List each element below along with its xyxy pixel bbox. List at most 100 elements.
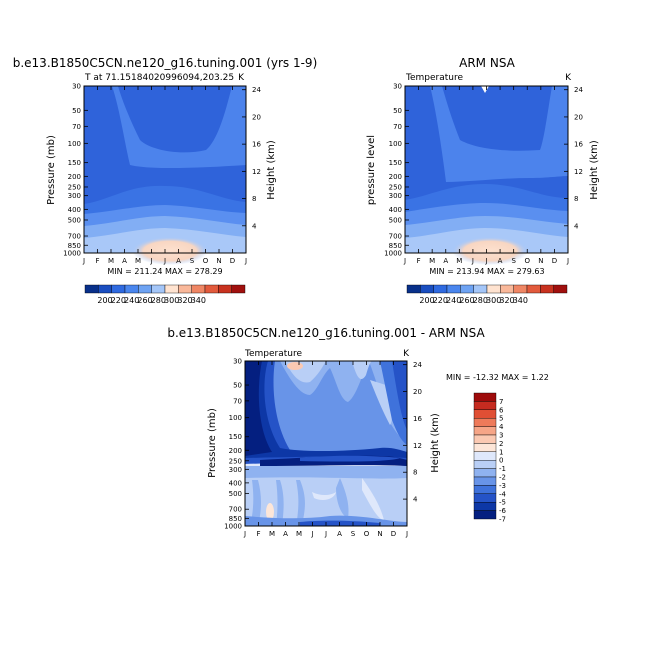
x-tick-label: J — [243, 530, 246, 538]
y-tick-label: 400 — [389, 206, 402, 214]
panel-obs-subtitle-left: Temperature — [405, 73, 463, 83]
x-tick-label: J — [82, 257, 85, 265]
y-tick-label: 200 — [229, 447, 242, 455]
y-tick-label: 100 — [68, 140, 81, 148]
x-tick-label: F — [417, 257, 421, 265]
y-tick-label: 300 — [68, 192, 81, 200]
x-tick-label: A — [337, 530, 342, 538]
y-tick-label: 400 — [229, 479, 242, 487]
panel-model: b.e13.B1850C5CN.ne120_g16.tuning.001 (yr… — [13, 56, 318, 305]
colorbar-box — [204, 284, 219, 294]
panel-obs-subtitle-right: K — [565, 73, 572, 83]
colorbar-label: -7 — [499, 516, 506, 524]
colorbar-label: -2 — [499, 474, 506, 482]
x-tick-label: J — [403, 257, 406, 265]
colorbar-label: 240 — [124, 296, 139, 305]
colorbar-label: 280 — [151, 296, 166, 305]
panel-diff-title: b.e13.B1850C5CN.ne120_g16.tuning.001 - A… — [167, 326, 485, 340]
height-tick-label: 16 — [252, 141, 261, 149]
colorbar-box — [111, 284, 126, 294]
x-tick-label: A — [176, 257, 181, 265]
colorbar-box — [486, 284, 501, 294]
y-tick-label: 300 — [229, 466, 242, 474]
colorbar-box — [473, 401, 497, 410]
colorbar-label: 2 — [499, 440, 503, 448]
colorbar-label: 220 — [111, 296, 126, 305]
panel-model-stats: MIN = 211.24 MAX = 278.29 — [107, 267, 222, 276]
panel-obs: ARM NSA Temperature K J F M A M J J A S O N D J30507… — [366, 56, 600, 305]
x-tick-label: D — [230, 257, 235, 265]
colorbar-label: -5 — [499, 499, 506, 507]
x-tick-label: D — [552, 257, 557, 265]
x-tick-label: J — [244, 257, 247, 265]
x-tick-label: J — [163, 257, 166, 265]
panel-model-subtitle-left: T at 71.15184020996094,203.25 — [84, 73, 234, 83]
colorbar-box — [473, 426, 497, 436]
height-tick-label: 4 — [413, 496, 418, 504]
colorbar-label: -3 — [499, 482, 506, 490]
colorbar-label: 320 — [177, 296, 192, 305]
y-tick-label: 100 — [229, 414, 242, 422]
colorbar-label: -1 — [499, 465, 506, 473]
panel-diff-ylabel-right: Height (km) — [430, 413, 441, 473]
colorbar-box — [138, 284, 152, 294]
colorbar-box — [473, 468, 497, 478]
x-tick-label: A — [443, 257, 448, 265]
y-tick-label: 1000 — [63, 250, 81, 258]
colorbar-label: 1 — [499, 448, 503, 456]
panel-diff-axes: J F M A M J J A S O N D J305070100150200250300400500… — [224, 358, 422, 539]
x-tick-label: F — [256, 530, 260, 538]
colorbar-box — [231, 284, 246, 294]
x-tick-label: M — [135, 257, 141, 265]
y-tick-label: 70 — [72, 123, 81, 131]
colorbar-box — [164, 284, 179, 294]
x-tick-label: M — [296, 530, 302, 538]
y-tick-label: 700 — [68, 233, 81, 241]
colorbar-box — [124, 284, 139, 294]
colorbar-box — [460, 284, 474, 294]
y-tick-label: 30 — [233, 358, 242, 366]
colorbar-box — [84, 284, 99, 294]
colorbar-label: 0 — [499, 457, 503, 465]
colorbar-box — [178, 284, 192, 294]
y-tick-label: 400 — [68, 206, 81, 214]
colorbar-label: 220 — [433, 296, 448, 305]
height-tick-label: 12 — [574, 168, 583, 176]
colorbar-box — [473, 502, 497, 511]
y-tick-label: 30 — [72, 83, 81, 91]
colorbar-label: 320 — [499, 296, 514, 305]
y-tick-label: 30 — [393, 83, 402, 91]
colorbar-label: 6 — [499, 406, 504, 414]
y-tick-label: 100 — [389, 140, 402, 148]
colorbar-box — [540, 284, 554, 294]
colorbar-box — [406, 284, 421, 294]
colorbar-label: 300 — [164, 296, 179, 305]
panel-obs-axes: J F M A M J J A S O N D J305070100150200250300400500… — [384, 83, 583, 266]
y-tick-label: 500 — [389, 216, 402, 224]
x-tick-label: J — [149, 257, 152, 265]
height-tick-label: 12 — [252, 168, 261, 176]
height-tick-label: 4 — [574, 222, 579, 230]
x-tick-label: J — [310, 530, 313, 538]
colorbar-box — [473, 485, 497, 494]
y-tick-label: 850 — [68, 242, 81, 250]
colorbar-box — [473, 443, 497, 452]
x-tick-label: J — [566, 257, 569, 265]
x-tick-label: A — [283, 530, 288, 538]
colorbar-box — [513, 284, 528, 294]
panel-diff-plot — [244, 360, 408, 527]
colorbar-label: 240 — [446, 296, 461, 305]
colorbar-box — [473, 510, 497, 520]
height-tick-label: 8 — [413, 469, 417, 477]
y-tick-label: 850 — [389, 242, 402, 250]
panel-model-ylabel-right: Height (km) — [266, 140, 277, 200]
colorbar-box — [433, 284, 448, 294]
y-tick-label: 700 — [389, 233, 402, 241]
colorbar-box — [473, 460, 497, 469]
x-tick-label: N — [538, 257, 543, 265]
height-tick-label: 16 — [574, 141, 583, 149]
colorbar-label: 3 — [499, 432, 503, 440]
